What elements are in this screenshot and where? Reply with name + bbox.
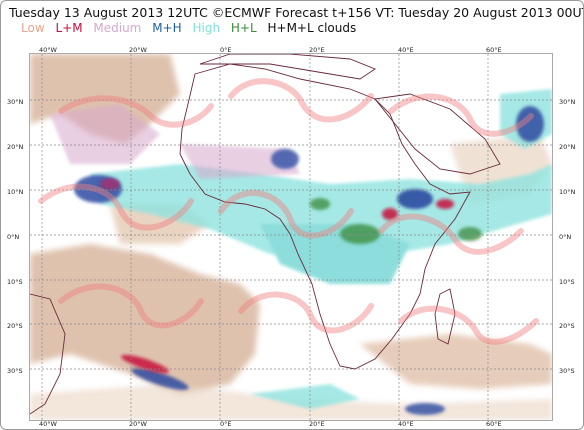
lat-label: 10°N xyxy=(559,188,576,196)
storm-east xyxy=(397,189,433,209)
legend: Low L+M Medium M+H High H+L H+M+L clouds xyxy=(21,21,363,35)
lm-patch-4 xyxy=(100,178,120,190)
coastlines xyxy=(30,54,501,415)
left-lat-labels: 30°N 20°N 10°N 0°N 10°S 20°S 30°S xyxy=(7,1,29,429)
storm-central xyxy=(271,149,299,169)
lon-label: 0°E xyxy=(220,420,232,428)
cloud-map xyxy=(29,53,553,421)
lon-label: 40°W xyxy=(39,420,57,428)
lm-patch-1 xyxy=(382,208,398,220)
africa-coast xyxy=(179,63,471,370)
lm-patch-2 xyxy=(436,199,454,209)
legend-h-m-l: H+M+L clouds xyxy=(267,21,357,35)
lat-label: 20°S xyxy=(7,322,23,330)
hl-patch-2 xyxy=(458,227,482,241)
lat-label: 30°S xyxy=(7,367,23,375)
cloud-map-svg xyxy=(30,54,552,420)
lm-cloud-layer xyxy=(100,178,454,374)
arabia-coast xyxy=(374,93,501,175)
lat-label: 0°N xyxy=(7,233,20,241)
storm-far-east xyxy=(516,106,544,142)
legend-h-l: H+L xyxy=(230,21,257,35)
lon-label: 40°E xyxy=(398,46,414,54)
legend-high: High xyxy=(192,21,221,35)
top-lon-labels: 40°W 20°W 0°E 20°E 40°E 60°E xyxy=(1,46,583,54)
lat-label: 0°N xyxy=(559,233,572,241)
lat-label: 10°S xyxy=(559,278,575,286)
hl-patch-3 xyxy=(310,198,330,210)
lat-label: 20°N xyxy=(559,143,576,151)
chart-title: Tuesday 13 August 2013 12UTC ©ECMWF Fore… xyxy=(9,5,584,20)
lat-label: 10°N xyxy=(7,188,24,196)
lon-label: 0°E xyxy=(220,46,232,54)
storm-south xyxy=(131,368,189,390)
legend-medium: Medium xyxy=(93,21,142,35)
south-america-coast xyxy=(30,293,66,415)
madagascar-coast xyxy=(434,288,456,345)
watermark-calligraphy xyxy=(38,78,539,345)
lon-label: 20°E xyxy=(309,420,325,428)
legend-m-h: M+H xyxy=(152,21,182,35)
lat-label: 10°S xyxy=(7,278,23,286)
lat-label: 30°N xyxy=(559,98,576,106)
medium-cloud-west xyxy=(50,104,160,164)
low-cloud-layer xyxy=(30,54,552,420)
storm-south-east xyxy=(405,403,445,415)
lon-label: 60°E xyxy=(486,420,502,428)
lon-label: 40°E xyxy=(398,420,414,428)
lon-label: 60°E xyxy=(486,46,502,54)
lon-label: 40°W xyxy=(39,46,57,54)
hl-cloud-layer xyxy=(310,198,482,244)
lat-label: 20°N xyxy=(7,143,24,151)
high-cloud-south-stripe xyxy=(250,384,360,409)
right-lat-labels: 30°N 20°N 10°N 0°N 10°S 20°S 30°S xyxy=(559,1,583,429)
low-cloud-south-east xyxy=(360,334,552,389)
lon-label: 20°E xyxy=(309,46,325,54)
lon-label: 20°W xyxy=(129,420,147,428)
europe-coast xyxy=(199,54,376,80)
high-cloud-west-africa xyxy=(90,164,552,264)
grid-lines xyxy=(30,54,552,420)
hl-patch-1 xyxy=(340,224,380,244)
lat-label: 20°S xyxy=(559,322,575,330)
medium-cloud-central xyxy=(180,144,300,179)
medium-cloud-layer xyxy=(50,104,300,179)
lat-label: 30°N xyxy=(7,98,24,106)
lm-patch-3 xyxy=(121,354,169,374)
legend-low: Low xyxy=(21,21,45,35)
lon-label: 20°W xyxy=(129,46,147,54)
bottom-lon-labels: 40°W 20°W 0°E 20°E 40°E 60°E xyxy=(1,420,583,428)
legend-l-m: L+M xyxy=(55,21,83,35)
low-cloud-south-atlantic-west xyxy=(30,244,260,394)
lat-label: 30°S xyxy=(559,367,575,375)
